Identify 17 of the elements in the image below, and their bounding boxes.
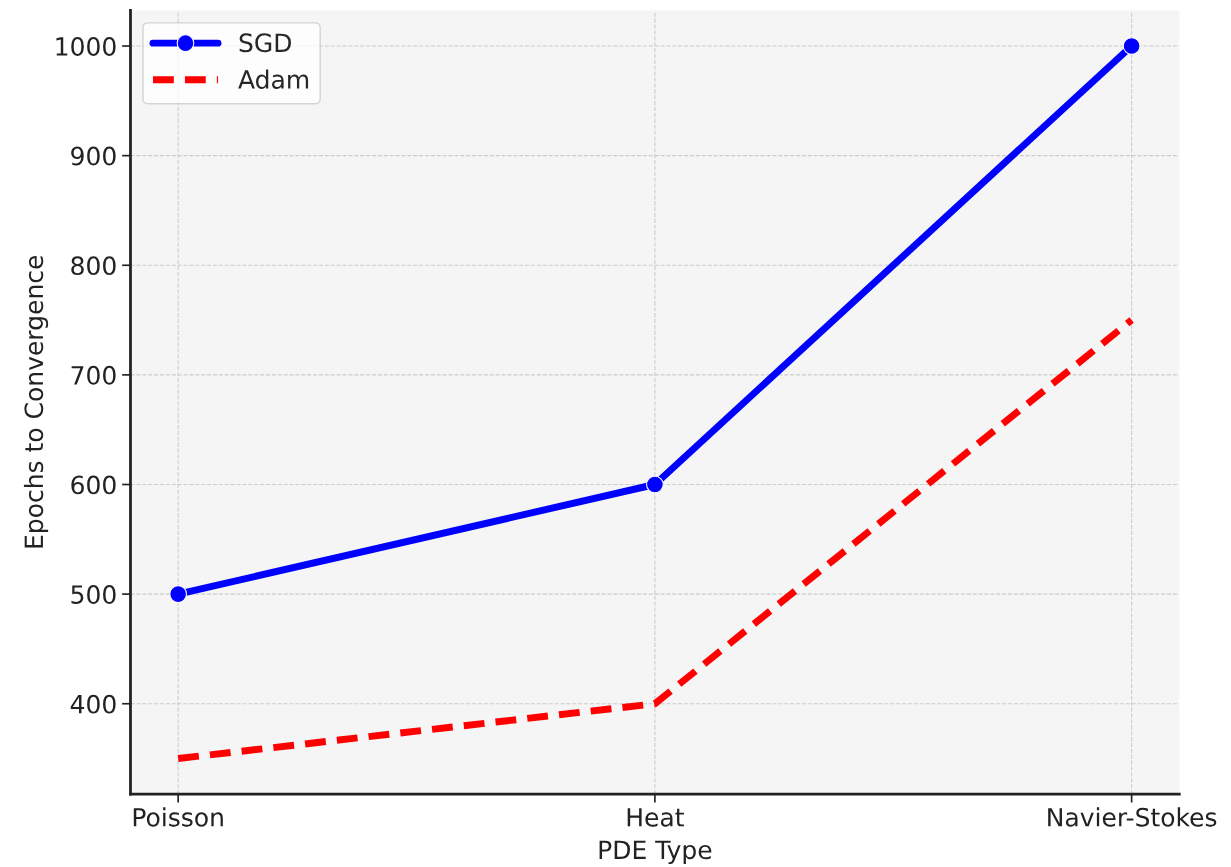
x-tick-label: Heat [627, 808, 684, 827]
point [646, 475, 664, 494]
y-tick-label: 600 [71, 475, 116, 495]
point [1122, 37, 1141, 55]
point [169, 585, 188, 603]
y-tick-label: 500 [71, 585, 116, 604]
x-axis-title: PDE Type [599, 840, 712, 865]
y-tick-label: 1000 [56, 36, 116, 56]
y-axis-title: Epochs to Convergence [23, 255, 49, 548]
legend-label: SGD [239, 33, 291, 53]
y-tick-label: 800 [71, 256, 116, 276]
legend-label: Adam [238, 69, 309, 89]
y-tick-label: 400 [70, 694, 116, 714]
x-tick-label: Poisson [133, 807, 223, 827]
x-tick-label: Navier-Stokes [1048, 807, 1217, 827]
y-tick-label: 900 [71, 146, 116, 166]
y-tick-label: 700 [71, 365, 116, 385]
